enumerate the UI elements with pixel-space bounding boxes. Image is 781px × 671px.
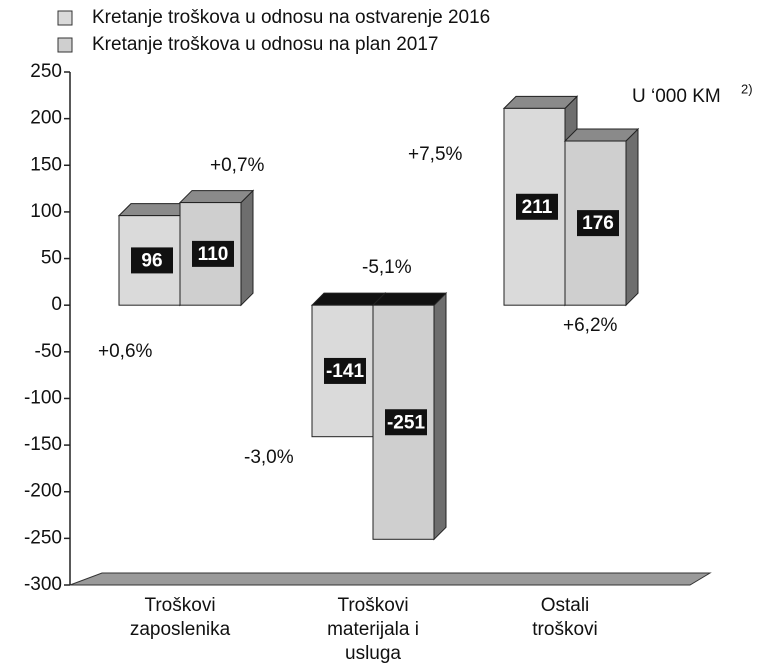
value-label: 211 [522,197,553,218]
value-label-box [577,210,619,237]
value-label: 110 [198,244,229,265]
x-tick-line: materijala i [327,619,419,640]
bar-side [433,291,447,541]
value-label-group: 176 [577,210,619,237]
y-tick-label: -100 [24,387,62,408]
legend-label: Kretanje troškova u odnosu na plan 2017 [92,34,438,55]
value-label-box [131,247,173,274]
y-tick-label: 0 [51,294,62,315]
x-tick-line: Troškovi [337,595,408,616]
bar-top [178,190,255,204]
value-label: -141 [326,361,364,382]
y-tick-label: -300 [24,574,62,595]
value-label-group: -251 [385,409,427,436]
x-tick-line: Troškovi [144,595,215,616]
bar-top [310,292,387,306]
y-tick-label: 250 [30,61,62,82]
unit-label: U ‘000 KM [632,86,721,107]
x-tick-line: troškovi [532,619,597,640]
annotation: -5,1% [362,257,412,278]
unit-note: 2) [741,81,753,96]
annotation: +6,2% [563,315,618,336]
x-tick-line: Ostali [541,595,590,616]
y-tick-label: 50 [41,248,62,269]
bar-side [240,189,254,307]
floor [69,572,712,586]
x-tick-label: Troškovi materijala i usluga [327,595,419,664]
bar-top [502,95,579,109]
value-label: 176 [582,213,614,234]
value-label-box [324,357,366,384]
value-label: -251 [387,412,425,433]
value-label-box [516,193,558,220]
value-label-box [192,240,234,267]
annotation: +0,7% [210,155,265,176]
y-tick-label: -150 [24,434,62,455]
y-tick-label: 150 [30,154,62,175]
bar-side [625,127,639,307]
x-tick-label: Ostali troškovi [532,595,597,640]
value-label-box [385,409,427,436]
value-label-group: 211 [516,193,558,220]
bar-top [371,292,448,306]
y-tick-label: -50 [35,341,62,362]
value-label-group: 96 [131,247,173,274]
legend-swatch [57,10,73,26]
annotation: +7,5% [408,144,463,165]
bar-top [563,128,640,142]
y-tick-label: -250 [24,527,62,548]
value-label: 96 [141,250,162,271]
y-tick-label: -200 [24,481,62,502]
x-tick-line: zaposlenika [130,619,231,640]
y-tick-label: 200 [30,108,62,129]
legend-swatch [57,37,73,53]
annotation: -3,0% [244,447,294,468]
legend-label: Kretanje troškova u odnosu na ostvarenje… [92,7,490,28]
x-tick-label: Troškovi zaposlenika [130,595,231,640]
value-label-group: -141 [324,357,366,384]
y-tick-label: 100 [30,201,62,222]
x-tick-line: usluga [345,643,401,664]
value-label-group: 110 [192,240,234,267]
annotation: +0,6% [98,341,153,362]
